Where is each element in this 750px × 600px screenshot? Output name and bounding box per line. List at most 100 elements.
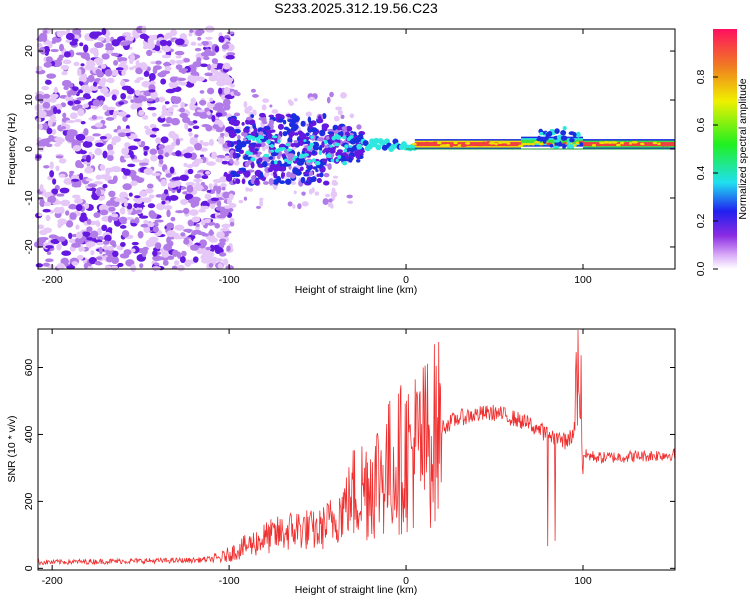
spectrogram-blob <box>83 93 91 99</box>
spectrogram-blob <box>277 139 281 144</box>
spectrogram-blob <box>80 120 86 125</box>
spectrogram-blob <box>35 65 43 72</box>
spectrogram-blob <box>192 256 199 263</box>
spectrogram-line-spot <box>416 142 422 146</box>
snr-frame <box>37 328 676 571</box>
spectrogram-blob <box>208 138 215 147</box>
spectrogram-blob <box>101 224 108 232</box>
spectrogram-blob <box>329 91 334 98</box>
spectrogram-blob <box>136 209 142 213</box>
spectrogram-blob <box>143 219 149 225</box>
spectrogram-blob <box>297 130 303 136</box>
spectrogram-blob <box>333 115 340 122</box>
spectrogram-blob <box>220 227 230 232</box>
spectrogram-blob <box>41 85 49 91</box>
spectrogram-blob <box>68 139 78 143</box>
spectrogram-blob <box>208 230 215 236</box>
y-tick-label: -20 <box>23 239 35 254</box>
spectrogram-blob <box>208 74 218 82</box>
spectrogram-blob <box>175 210 184 214</box>
spectrogram-blob <box>175 59 185 65</box>
spectrogram-blob <box>85 154 91 163</box>
spectrogram-blob <box>300 120 306 127</box>
spectrogram-blob <box>72 27 82 35</box>
snr-line <box>37 329 675 566</box>
spectrogram-blob <box>200 63 208 68</box>
spectrogram-blob <box>141 249 147 258</box>
spectrogram-blob <box>263 153 270 158</box>
spectrogram-blob <box>200 51 211 57</box>
spectrogram-blob <box>117 111 128 117</box>
spectrogram-blob <box>48 134 55 141</box>
spectrogram-blob <box>156 202 166 211</box>
spectrogram-blob <box>174 50 185 56</box>
spectrogram-blob <box>163 189 169 195</box>
spectrogram-blob <box>206 111 211 116</box>
spectrogram-blob <box>160 78 167 85</box>
spectrogram-blob <box>91 114 98 120</box>
spectrogram-blob <box>87 74 95 83</box>
spectrogram-blob <box>56 193 65 197</box>
spectrogram-blob <box>93 212 101 218</box>
spectrogram-blob <box>194 142 203 151</box>
spectrogram-blob <box>134 195 141 199</box>
spectrogram-blob <box>325 193 331 198</box>
spectrogram-blob <box>293 97 298 102</box>
spectrogram-blob <box>170 117 181 126</box>
spectrogram-blob <box>150 90 158 99</box>
spectrogram-blob <box>160 114 165 119</box>
spectrogram-blob <box>75 231 83 239</box>
spectrogram-blob <box>277 123 284 130</box>
spectrogram-blob <box>99 209 109 216</box>
spectrogram-blob <box>273 165 279 172</box>
spectrogram-blob <box>180 101 185 109</box>
spectrogram-blob <box>545 134 549 141</box>
spectrogram-blob <box>107 215 113 223</box>
spectrogram-blob <box>299 166 304 172</box>
spectrogram-blob <box>175 150 182 157</box>
spectrogram-blob <box>105 117 115 121</box>
spectrogram-blob <box>201 40 209 46</box>
spectrogram-blob <box>164 66 172 72</box>
spectrogram-blob <box>130 248 136 253</box>
spectrogram-blob <box>155 242 162 250</box>
spectrogram-blob <box>158 158 164 165</box>
spectrogram-blob <box>125 216 135 221</box>
spectrogram-blob <box>194 186 205 190</box>
spectrogram-blob <box>292 204 296 209</box>
spectrogram-blob <box>107 143 114 152</box>
spectrogram-blob <box>51 128 57 135</box>
spectrogram-blob <box>93 57 104 64</box>
colorbar-tick-label: 0.0 <box>695 262 707 277</box>
spectrogram-blob <box>211 58 219 64</box>
spectrogram-blob <box>67 100 74 106</box>
spectrogram-blob <box>73 197 84 205</box>
spectrogram-blob <box>61 250 72 256</box>
spectrogram-blob <box>260 135 265 140</box>
snr-panel: -200 -100 0 100 0 200 400 600 Height of straigh… <box>6 328 676 596</box>
spectrogram-blob <box>147 106 157 111</box>
spectrogram-blob <box>63 51 71 58</box>
spectrogram-blob <box>199 99 207 106</box>
spectrogram-blob <box>220 132 225 137</box>
spectrogram-blob <box>90 230 99 239</box>
spectrogram-blob <box>210 63 219 69</box>
spectrogram-blob <box>80 84 90 92</box>
spectrogram-blob <box>166 113 174 117</box>
spectrogram-blob <box>136 204 146 208</box>
spectrogram-blob <box>98 204 109 212</box>
spectrogram-blob <box>34 104 43 112</box>
spectrogram-blob <box>92 81 98 87</box>
spectrogram-blob <box>237 135 241 140</box>
spectrogram-blob <box>220 183 227 188</box>
spectrogram-blob <box>128 133 138 140</box>
spectrogram-blob <box>326 96 331 104</box>
spectrogram-blob <box>161 123 171 127</box>
spectrogram-blob <box>235 178 241 185</box>
spectrogram-blob <box>142 114 149 120</box>
spectrogram-blob <box>249 145 255 153</box>
spectrogram-blob <box>151 266 161 271</box>
spectrogram-blob <box>301 201 309 207</box>
spectrogram-blob <box>312 141 320 149</box>
spectrogram-blob <box>136 76 144 81</box>
